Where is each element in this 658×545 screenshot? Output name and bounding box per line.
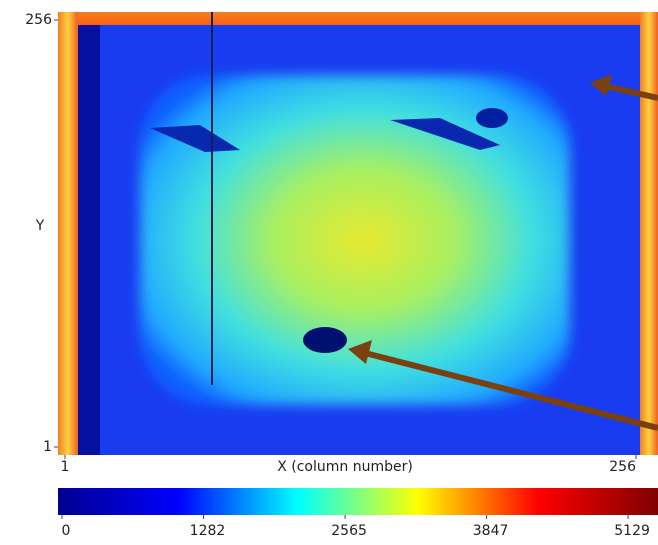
colorbar-tick-label: 3847 [473,523,509,539]
x-tick-label: 256 [609,459,636,475]
colorbar-tick-label: 5129 [614,523,650,539]
heatmap-image [58,12,658,455]
annotation-arrows [348,74,658,431]
colorbar-tick-label: 2565 [331,523,367,539]
colorbar-tick-label: 0 [62,523,71,539]
y-tick-label: 256 [25,12,52,28]
colorbar [58,488,658,515]
x-axis-label: X (column number) [277,459,413,475]
y-tick-label: 1 [43,439,52,455]
y-axis-label: Y [35,218,45,234]
colorbar-tick-label: 1282 [190,523,226,539]
x-tick-label: 1 [61,459,70,475]
